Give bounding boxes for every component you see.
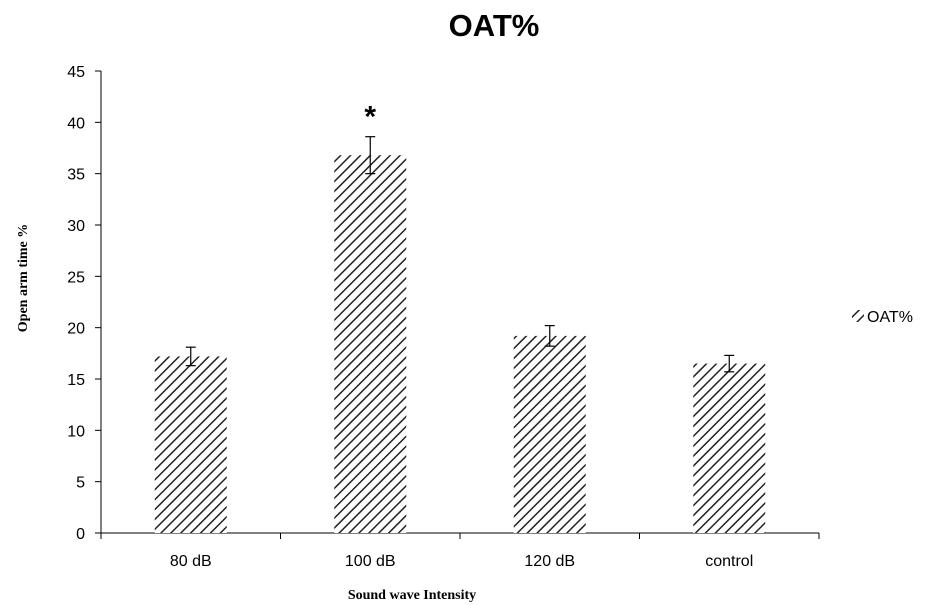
y-tick-label: 25: [67, 269, 85, 286]
y-tick-label: 35: [67, 167, 85, 184]
legend-label: OAT%: [867, 309, 913, 326]
error-bars: [185, 136, 735, 373]
y-tick-label: 15: [67, 372, 85, 389]
bars: [154, 155, 766, 534]
bar: [334, 155, 407, 534]
y-axis-label: Open arm time %: [16, 224, 31, 332]
x-tick-label: 100 dB: [345, 553, 396, 570]
x-tick-label: control: [705, 553, 753, 570]
x-axis-label: Sound wave Intensity: [348, 588, 476, 603]
y-tick-label: 5: [76, 475, 85, 492]
legend: OAT%: [852, 309, 913, 326]
x-tick-label: 80 dB: [170, 553, 212, 570]
bar: [513, 335, 586, 533]
x-axis: 80 dB 100 dB 120 dB control: [100, 532, 820, 570]
y-tick-label: 20: [67, 321, 85, 338]
y-tick-label: 10: [67, 423, 85, 440]
annotations: *: [364, 101, 376, 134]
y-tick-label: 45: [67, 64, 85, 81]
legend-swatch: [852, 310, 864, 322]
bar: [154, 356, 227, 533]
y-tick-label: 40: [67, 115, 85, 132]
y-axis: 0 5 10 15 20 25 30 35 40 45: [67, 64, 102, 543]
chart-title: OAT%: [449, 8, 540, 43]
bar: [693, 363, 766, 533]
y-tick-label: 30: [67, 218, 85, 235]
x-tick-label: 120 dB: [524, 553, 575, 570]
y-tick-label: 0: [76, 526, 85, 543]
significance-marker: *: [364, 101, 376, 134]
